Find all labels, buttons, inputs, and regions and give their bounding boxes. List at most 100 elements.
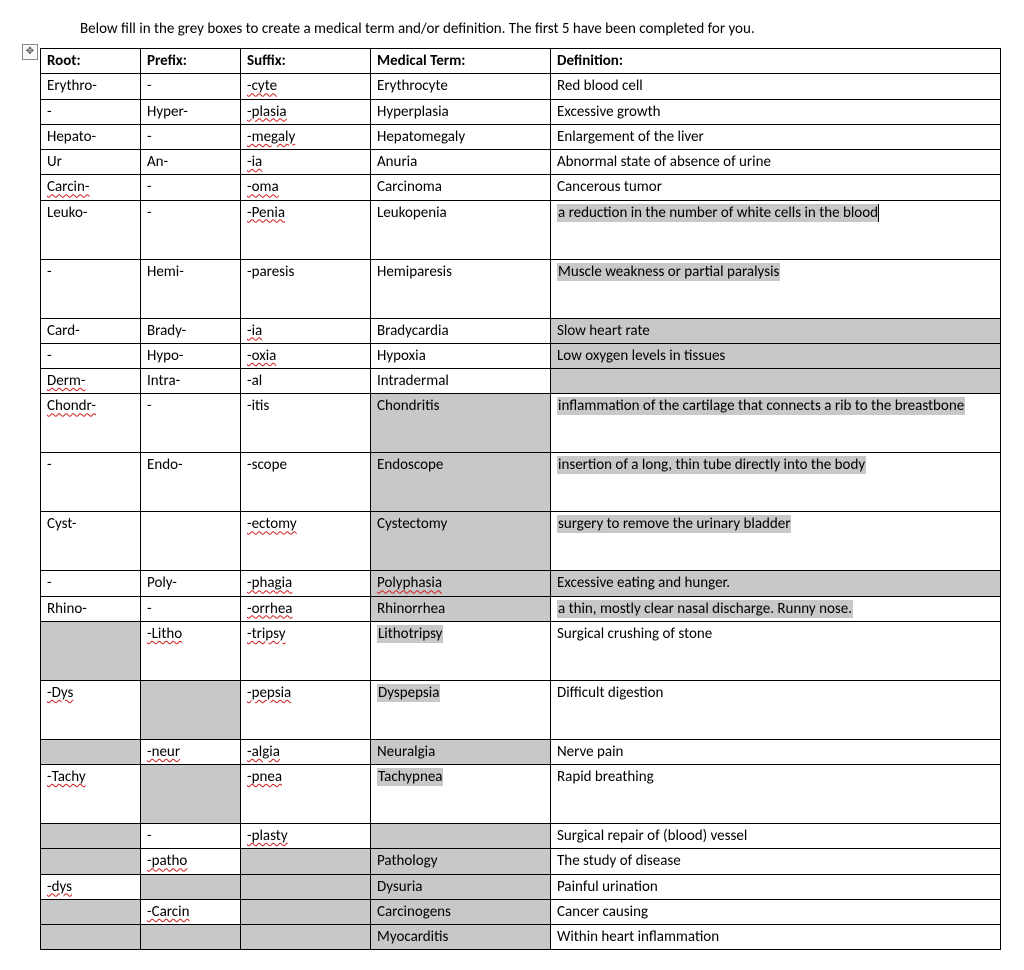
cell-term[interactable]: Cystectomy (371, 512, 551, 571)
cell-term[interactable]: Neuralgia (371, 739, 551, 764)
cell-root[interactable]: Cyst- (41, 512, 141, 571)
cell-prefix[interactable]: - (141, 175, 241, 200)
cell-term[interactable] (371, 824, 551, 849)
cell-root[interactable]: Derm- (41, 369, 141, 394)
cell-root[interactable]: Leuko- (41, 200, 141, 259)
cell-term[interactable]: Hemiparesis (371, 259, 551, 318)
cell-term[interactable]: Lithotripsy (371, 621, 551, 680)
cell-term[interactable]: Hyperplasia (371, 99, 551, 124)
cell-suffix[interactable]: -scope (241, 453, 371, 512)
cell-term[interactable]: Carcinogens (371, 899, 551, 924)
cell-root[interactable]: Card- (41, 318, 141, 343)
cell-root[interactable] (41, 849, 141, 874)
cell-suffix[interactable]: -plasty (241, 824, 371, 849)
cell-suffix[interactable] (241, 899, 371, 924)
cell-definition[interactable]: Excessive eating and hunger. (551, 571, 1001, 596)
cell-definition[interactable] (551, 369, 1001, 394)
cell-prefix[interactable]: -Litho (141, 621, 241, 680)
cell-prefix[interactable] (141, 874, 241, 899)
cell-definition[interactable]: Surgical repair of (blood) vessel (551, 824, 1001, 849)
cell-prefix[interactable]: Hemi- (141, 259, 241, 318)
cell-prefix[interactable]: Hyper- (141, 99, 241, 124)
cell-suffix[interactable]: -ia (241, 150, 371, 175)
cell-prefix[interactable]: -neur (141, 739, 241, 764)
cell-suffix[interactable]: -megaly (241, 124, 371, 149)
cell-root[interactable] (41, 621, 141, 680)
cell-definition[interactable]: Excessive growth (551, 99, 1001, 124)
cell-term[interactable]: Pathology (371, 849, 551, 874)
cell-root[interactable]: Hepato- (41, 124, 141, 149)
cell-root[interactable]: -Dys (41, 680, 141, 739)
cell-term[interactable]: Erythrocyte (371, 74, 551, 99)
cell-prefix[interactable] (141, 680, 241, 739)
cell-root[interactable]: -dys (41, 874, 141, 899)
cell-definition[interactable]: Painful urination (551, 874, 1001, 899)
cell-suffix[interactable]: -phagia (241, 571, 371, 596)
cell-root[interactable] (41, 824, 141, 849)
cell-definition[interactable]: Rapid breathing (551, 765, 1001, 824)
cell-root[interactable]: - (41, 343, 141, 368)
cell-suffix[interactable] (241, 925, 371, 950)
cell-suffix[interactable]: -paresis (241, 259, 371, 318)
cell-root[interactable]: - (41, 99, 141, 124)
cell-root[interactable]: Chondr- (41, 394, 141, 453)
cell-prefix[interactable]: Hypo- (141, 343, 241, 368)
cell-definition[interactable]: Enlargement of the liver (551, 124, 1001, 149)
cell-definition[interactable]: Muscle weakness or partial paralysis (551, 259, 1001, 318)
cell-term[interactable]: Rhinorrhea (371, 596, 551, 621)
cell-definition[interactable]: Cancerous tumor (551, 175, 1001, 200)
cell-root[interactable]: - (41, 571, 141, 596)
cell-term[interactable]: Bradycardia (371, 318, 551, 343)
cell-term[interactable]: Carcinoma (371, 175, 551, 200)
cell-suffix[interactable]: -algia (241, 739, 371, 764)
cell-suffix[interactable]: -cyte (241, 74, 371, 99)
cell-prefix[interactable]: An- (141, 150, 241, 175)
cell-root[interactable]: Rhino- (41, 596, 141, 621)
table-move-handle-icon[interactable]: ✥ (22, 44, 38, 60)
cell-prefix[interactable] (141, 765, 241, 824)
cell-term[interactable]: Polyphasia (371, 571, 551, 596)
cell-suffix[interactable]: -oma (241, 175, 371, 200)
cell-term[interactable]: Chondritis (371, 394, 551, 453)
cell-prefix[interactable]: - (141, 74, 241, 99)
cell-definition[interactable]: a reduction in the number of white cells… (551, 200, 1001, 259)
cell-prefix[interactable] (141, 512, 241, 571)
cell-definition[interactable]: Surgical crushing of stone (551, 621, 1001, 680)
cell-suffix[interactable]: -oxia (241, 343, 371, 368)
cell-term[interactable]: Endoscope (371, 453, 551, 512)
cell-term[interactable]: Dysuria (371, 874, 551, 899)
cell-prefix[interactable] (141, 925, 241, 950)
cell-prefix[interactable]: Poly- (141, 571, 241, 596)
cell-prefix[interactable]: -Carcin (141, 899, 241, 924)
cell-root[interactable]: Erythro- (41, 74, 141, 99)
cell-definition[interactable]: inflammation of the cartilage that conne… (551, 394, 1001, 453)
cell-prefix[interactable]: - (141, 200, 241, 259)
cell-suffix[interactable]: -ectomy (241, 512, 371, 571)
cell-root[interactable] (41, 899, 141, 924)
cell-definition[interactable]: Red blood cell (551, 74, 1001, 99)
cell-term[interactable]: Dyspepsia (371, 680, 551, 739)
cell-term[interactable]: Hypoxia (371, 343, 551, 368)
cell-suffix[interactable] (241, 874, 371, 899)
cell-definition[interactable]: Nerve pain (551, 739, 1001, 764)
cell-root[interactable]: - (41, 453, 141, 512)
cell-suffix[interactable]: -al (241, 369, 371, 394)
cell-definition[interactable]: Difficult digestion (551, 680, 1001, 739)
cell-term[interactable]: Hepatomegaly (371, 124, 551, 149)
cell-suffix[interactable] (241, 849, 371, 874)
cell-prefix[interactable]: Intra- (141, 369, 241, 394)
cell-prefix[interactable]: - (141, 124, 241, 149)
cell-prefix[interactable]: -patho (141, 849, 241, 874)
cell-term[interactable]: Tachypnea (371, 765, 551, 824)
cell-root[interactable]: - (41, 259, 141, 318)
cell-term[interactable]: Anuria (371, 150, 551, 175)
cell-suffix[interactable]: -plasia (241, 99, 371, 124)
cell-suffix[interactable]: -tripsy (241, 621, 371, 680)
cell-definition[interactable]: Cancer causing (551, 899, 1001, 924)
cell-definition[interactable]: a thin, mostly clear nasal discharge. Ru… (551, 596, 1001, 621)
cell-prefix[interactable]: - (141, 394, 241, 453)
cell-definition[interactable]: Slow heart rate (551, 318, 1001, 343)
cell-definition[interactable]: insertion of a long, thin tube directly … (551, 453, 1001, 512)
cell-term[interactable]: Myocarditis (371, 925, 551, 950)
cell-root[interactable]: Ur (41, 150, 141, 175)
